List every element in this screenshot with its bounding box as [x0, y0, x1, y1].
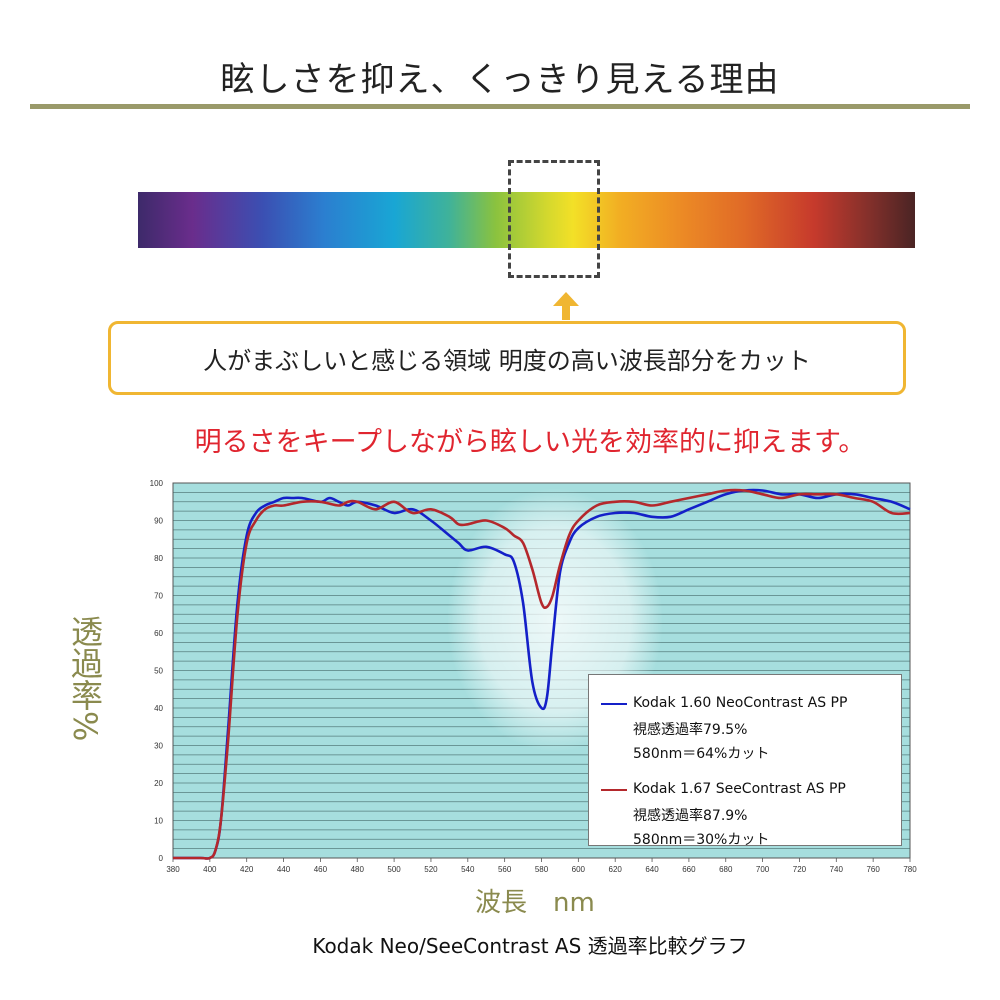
x-tick-label: 760 — [866, 865, 880, 874]
callout-box: 人がまぶしいと感じる領域 明度の高い波長部分をカット — [108, 321, 906, 395]
x-axis-title: 波長 nm — [475, 888, 595, 918]
y-tick-label: 30 — [154, 742, 163, 751]
callout-text: 人がまぶしいと感じる領域 明度の高い波長部分をカット — [203, 346, 811, 375]
y-tick-label: 20 — [154, 779, 163, 788]
x-tick-label: 520 — [424, 865, 438, 874]
x-tick-label: 720 — [793, 865, 807, 874]
y-tick-label: 80 — [154, 554, 163, 563]
legend-note-see-2: 580nm＝30%カット — [633, 832, 770, 848]
x-tick-label: 380 — [166, 865, 180, 874]
page-title: 眩しさを抑え、くっきり見える理由 — [220, 60, 780, 100]
y-axis-title: 透過率% — [66, 615, 104, 742]
x-tick-label: 460 — [314, 865, 328, 874]
legend-swatch-neo — [601, 703, 627, 705]
x-tick-label: 560 — [498, 865, 512, 874]
glare-region-highlight — [508, 160, 600, 278]
x-tick-label: 600 — [572, 865, 586, 874]
highlight-statement: 明るさをキープしながら眩しい光を効率的に抑えます。 — [194, 427, 866, 458]
x-tick-label: 680 — [719, 865, 733, 874]
x-tick-label: 620 — [609, 865, 623, 874]
x-tick-label: 540 — [461, 865, 475, 874]
x-tick-label: 500 — [387, 865, 401, 874]
y-tick-label: 40 — [154, 704, 163, 713]
series-lines — [172, 488, 911, 860]
up-arrow-icon — [553, 292, 579, 320]
legend-note-see-1: 視感透過率87.9% — [633, 808, 748, 824]
x-tick-label: 660 — [682, 865, 696, 874]
chart-legend: Kodak 1.60 NeoContrast AS PP 視感透過率79.5% … — [588, 674, 902, 848]
x-tick-label: 420 — [240, 865, 254, 874]
legend-note-neo-2: 580nm＝64%カット — [633, 746, 770, 762]
legend-note-neo-1: 視感透過率79.5% — [633, 722, 748, 738]
visible-spectrum-bar — [138, 192, 915, 248]
x-tick-label: 700 — [756, 865, 770, 874]
series-line-seecontrast — [172, 488, 911, 860]
x-tick-label: 740 — [830, 865, 844, 874]
x-tick-label: 780 — [903, 865, 917, 874]
x-axis-ticks: 380 400 420 440 460 480 500 520 540 560 580 600 620 6… — [166, 858, 917, 874]
y-tick-label: 50 — [154, 667, 163, 676]
y-tick-label: 0 — [159, 854, 164, 863]
y-tick-label: 90 — [154, 517, 163, 526]
legend-swatch-see — [601, 789, 627, 791]
x-tick-label: 580 — [535, 865, 549, 874]
y-tick-label: 70 — [154, 592, 163, 601]
y-tick-label: 60 — [154, 629, 163, 638]
title-divider — [30, 104, 970, 109]
y-tick-label: 100 — [150, 479, 164, 488]
y-tick-label: 10 — [154, 817, 163, 826]
legend-label-see: Kodak 1.67 SeeContrast AS PP — [633, 781, 846, 797]
legend-label-neo: Kodak 1.60 NeoContrast AS PP — [633, 695, 848, 711]
y-axis-ticks: 0 10 20 30 40 50 60 70 80 90 100 — [150, 479, 164, 863]
chart-caption: Kodak Neo/SeeContrast AS 透過率比較グラフ — [312, 934, 748, 958]
x-tick-label: 640 — [645, 865, 659, 874]
x-tick-label: 440 — [277, 865, 291, 874]
x-tick-label: 480 — [351, 865, 365, 874]
x-tick-label: 400 — [203, 865, 217, 874]
